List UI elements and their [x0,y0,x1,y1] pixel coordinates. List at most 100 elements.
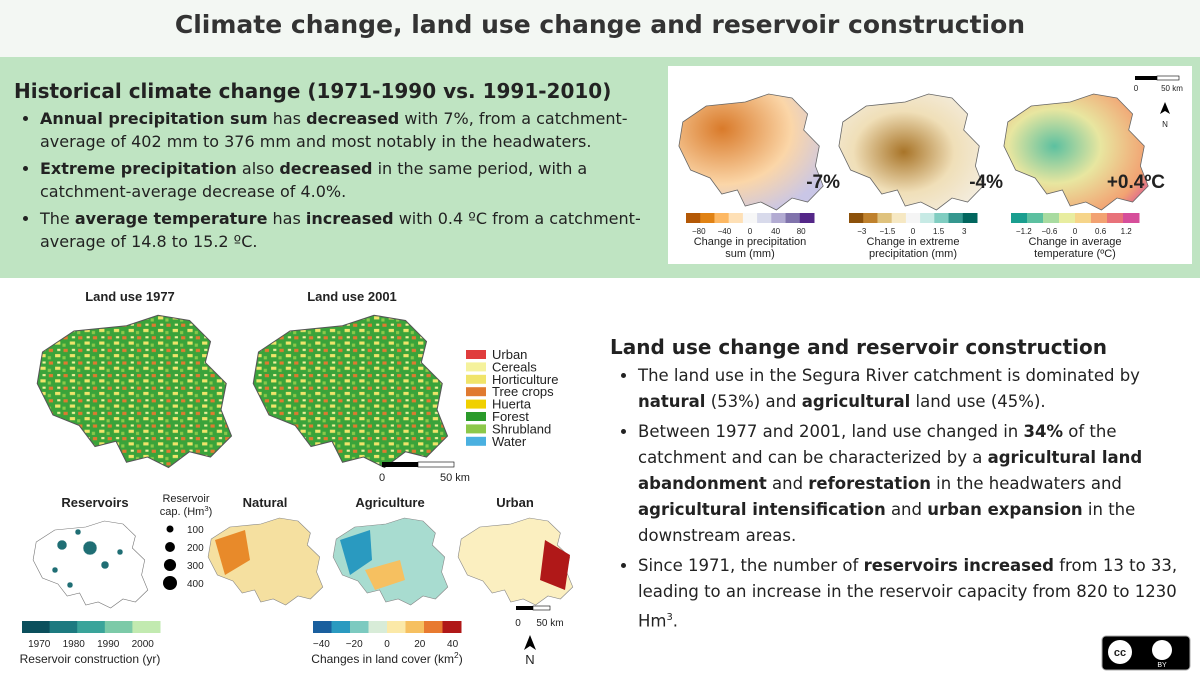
scale-label: 50 km [440,472,470,484]
colorbar-swatch [104,621,133,633]
colorbar-tick-label: 0 [384,639,390,650]
bold-text: average temperature [74,209,268,228]
legend-title: Reservoir [162,493,209,505]
map-title: Urban [496,495,534,510]
colorbar-swatch [1027,213,1044,223]
legend-label: Horticulture [492,372,558,387]
text-run: ) [459,652,463,666]
colorbar-caption: Change in extreme [867,236,960,248]
header-band [0,0,1200,57]
size-legend-bubble [165,542,175,552]
colorbar-swatch [948,213,964,223]
legend-swatch [466,374,486,384]
colorbar-tick-label: 1990 [97,639,120,650]
colorbar-swatch [849,213,864,223]
colorbar-tick-label: −80 [692,227,706,236]
colorbar-swatch [49,621,78,633]
map-patch [365,560,405,590]
text-run: ) [209,506,213,518]
colorbar-swatch [700,213,715,223]
colorbar-swatch [1059,213,1076,223]
north-arrow [524,635,536,650]
colorbar-swatch [368,621,388,633]
text-run: and [885,500,928,519]
size-legend-label: 100 [187,525,204,536]
bold-text: natural [638,392,706,411]
bold-text: reforestation [808,474,931,493]
map-reservoirs [32,520,149,609]
colorbar-tick-label: −1.2 [1016,227,1032,236]
colorbar-swatch [387,621,406,633]
bold-text: agricultural intensification [638,500,886,519]
bullet: The land use in the Segura River catchme… [638,363,1198,415]
map-title: Reservoirs [61,495,128,510]
legend-swatch [466,424,486,434]
bullet: Between 1977 and 2001, land use changed … [638,419,1198,549]
colorbar-tick-label: 0.6 [1095,227,1107,236]
legend-label: Forest [492,409,529,424]
panel-label: +0.4ºC [1107,172,1165,193]
size-legend-label: 200 [187,543,204,554]
bullet: The average temperature has increased wi… [40,207,670,253]
text-run: in the downstream areas. [638,500,1136,545]
text-run: . [672,611,679,631]
legend-label: Shrubland [492,421,551,436]
scale-bar [417,461,455,468]
colorbar-tick-label: 0 [911,227,916,236]
size-legend-label: 400 [187,579,204,590]
colorbar-caption: Changes in land cover (km2) [311,650,462,666]
land-use-bullets: The land use in the Segura River catchme… [612,363,1198,639]
scale-label: 0 [515,618,521,629]
colorbar-swatch [331,621,351,633]
colorbar-tick-label: 1.5 [933,227,945,236]
colorbar-swatch [1043,213,1060,223]
text-run: land use (45%). [910,392,1046,411]
colorbar-tick-label: 1.2 [1121,227,1133,236]
size-legend-bubble [166,525,174,533]
colorbar-swatch [877,213,893,223]
colorbar-swatch [22,621,51,633]
text-run: of the catchment and can be characterize… [638,422,1117,467]
bold-text: urban expansion [927,500,1083,519]
colorbar-tick-label: 0 [1073,227,1078,236]
bold-text: Extreme precipitation [40,159,237,178]
text-run: from 13 to 33, leading to an increase in… [638,556,1178,631]
text-run: has [267,109,307,128]
colorbar-caption: precipitation (mm) [869,248,957,260]
map-title: Natural [243,495,288,510]
colorbar-swatch [785,213,801,223]
north-label: N [1162,120,1168,129]
legend-swatch [466,350,486,359]
bold-text: agricultural [801,392,911,411]
reservoir-points [51,528,124,589]
text-run: and [766,474,809,493]
sup-text: 3 [204,504,208,513]
legend-swatch [466,387,486,397]
scale-bar [382,462,418,467]
north-label: N [525,652,534,667]
colorbar-swatch [313,621,332,633]
colorbar-caption: temperature (ºC) [1034,248,1116,260]
by-text: BY [1157,662,1167,669]
legend-label: Cereals [492,359,537,374]
colorbar-swatch [771,213,787,223]
map-patch [215,530,250,575]
colorbar-swatch [77,621,106,633]
scale-label: 0 [1134,84,1139,93]
text-run: The [40,209,75,228]
cc-text: cc [1114,647,1126,659]
colorbar-swatch [799,213,815,223]
colorbar-tick-label: 1980 [63,639,86,650]
colorbar-swatch [1107,213,1124,223]
scale-label: 50 km [536,618,563,629]
text-run: in the same period, with a catchment-ave… [40,159,588,201]
colorbar-swatch [934,213,950,223]
text-run: Changes in land cover (km [311,652,454,666]
colorbar-tick-label: −3 [857,227,867,236]
colorbar-swatch [405,621,425,633]
colorbar-swatch [350,621,369,633]
size-legend-bubble [163,558,177,572]
text-run: in the headwaters and [930,474,1122,493]
colorbar-swatch [742,213,758,223]
colorbar-tick-label: −1.5 [880,227,896,236]
